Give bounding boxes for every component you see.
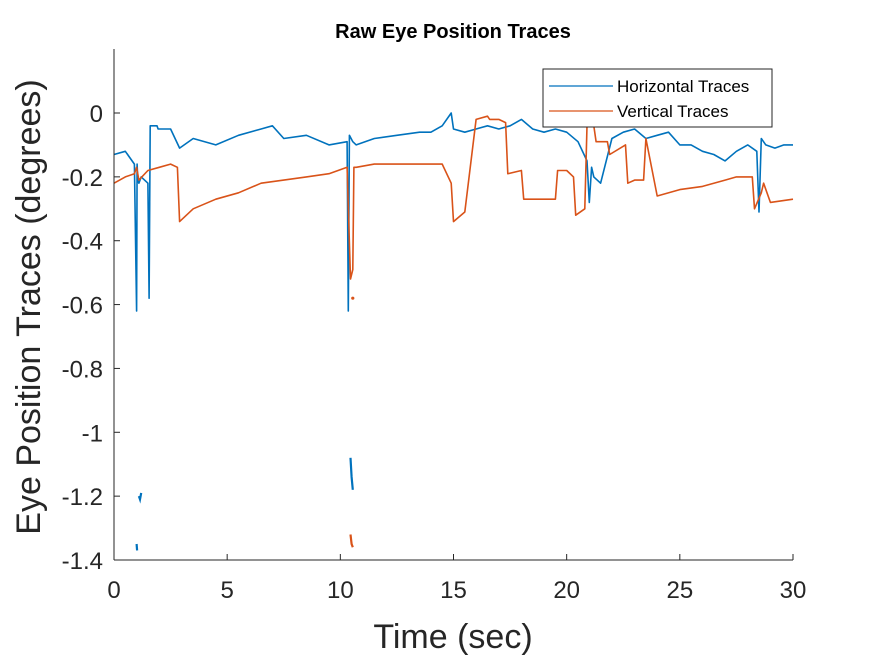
outlier-segment-0 [137, 492, 143, 504]
x-tick-label: 20 [553, 577, 580, 604]
x-tick-label: 30 [780, 577, 807, 604]
x-ticks-group: 0 5 10 15 20 25 30 [107, 554, 806, 604]
y-tick-label: -0.8 [62, 356, 103, 383]
chart-title: Raw Eye Position Traces [335, 21, 571, 43]
outlier-segment-3 [349, 534, 354, 548]
y-tick-label: -0.4 [62, 229, 103, 256]
x-tick-label: 15 [440, 577, 467, 604]
legend-label-vertical: Vertical Traces [617, 102, 729, 121]
y-axis-title: Eye Position Traces (degrees) [10, 79, 48, 534]
y-tick-label: -1.2 [62, 484, 103, 511]
x-tick-label: 10 [327, 577, 354, 604]
y-tick-label: -0.2 [62, 165, 103, 192]
y-tick-label: -1 [82, 420, 103, 447]
legend-box [542, 68, 773, 128]
outlier-segment-1 [135, 543, 139, 551]
outlier-point-4 [351, 296, 355, 300]
x-axis-title: Time (sec) [373, 618, 532, 656]
x-tick-label: 0 [107, 577, 120, 604]
series-line-vertical [113, 115, 794, 280]
outlier-segment-2 [349, 457, 354, 490]
y-ticks-group: 0 -0.2 -0.4 -0.6 -0.8 -1 -1.2 -1.4 [62, 101, 120, 575]
y-tick-label: 0 [90, 101, 103, 128]
legend-label-horizontal: Horizontal Traces [617, 77, 749, 96]
x-tick-label: 5 [220, 577, 233, 604]
y-tick-label: -0.6 [62, 293, 103, 320]
x-tick-label: 25 [666, 577, 693, 604]
legend: Horizontal Traces Vertical Traces [542, 68, 773, 128]
y-tick-label: -1.4 [62, 548, 103, 575]
series-line-horizontal [113, 112, 793, 312]
plot-series-group [113, 112, 794, 551]
